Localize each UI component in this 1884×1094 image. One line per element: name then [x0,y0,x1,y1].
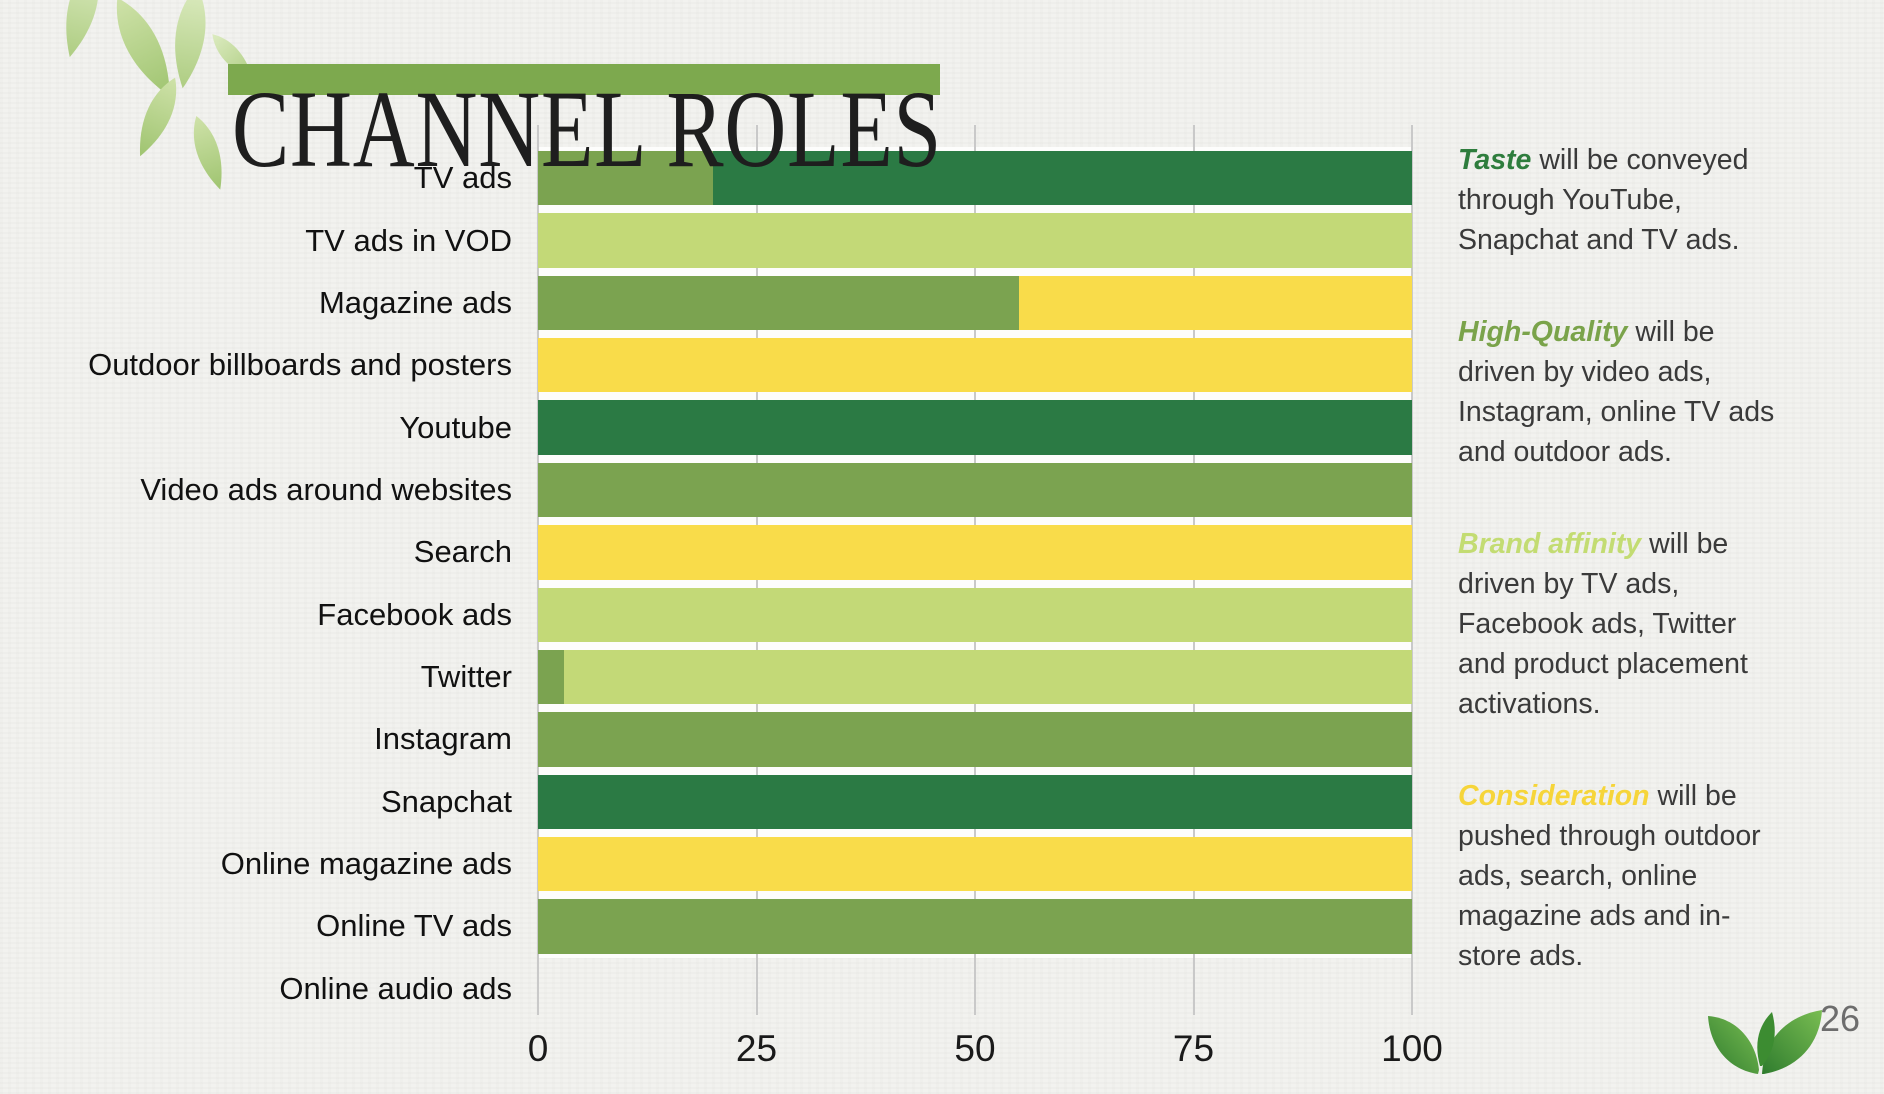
category-label: Search [413,534,512,570]
chart-bar [538,275,1412,331]
category-label: TV ads in VOD [305,222,512,258]
category-labels: TV ads TV ads in VOD Magazine ads Outdoor b… [0,147,512,1020]
chart-bar [538,400,1412,455]
annotation-text: will be driven by video ads, Instagram, … [1458,316,1775,468]
category-label: Magazine ads [318,284,512,320]
chart-plot [537,125,1413,1020]
chart-bar [538,899,1412,954]
bar-segment [538,275,1019,331]
x-axis-tick-label: 25 [735,1028,778,1069]
annotation-consideration: Consideration will be pushed through out… [1458,776,1778,976]
bar-segment [538,774,1412,829]
category-label: Facebook ads [317,596,512,632]
annotation-text: will be pushed through outdoor ads, sear… [1458,780,1761,972]
bar-segment [538,462,1412,518]
bar-segment [538,400,1412,455]
tea-leaf-logo-icon [1708,1010,1822,1074]
category-label: Online TV ads [316,908,512,944]
bar-segment [538,587,1412,642]
bar-segment [564,649,1412,705]
annotation-taste: Taste will be conveyed through YouTube, … [1458,140,1778,260]
chart-bar [538,151,1412,206]
chart-bar [538,338,1412,393]
bar-segment [538,712,1412,767]
bar-segment [538,213,1412,268]
gridline [1411,125,1413,1015]
bar-segment [538,525,1412,580]
chart-bar [538,712,1412,767]
chart-bar [538,587,1412,642]
x-axis: 0 25 50 75 100 [528,1028,1443,1084]
annotation-text: will be conveyed through YouTube, Snapch… [1458,144,1749,256]
annotation-lead: Brand affinity [1458,528,1642,560]
category-label: TV ads [413,160,512,196]
bar-segment [538,899,1412,954]
annotation-lead: Taste [1458,144,1532,176]
page-number: 26 [1820,998,1861,1039]
x-axis-tick-label: 0 [527,1028,549,1069]
bar-segment [538,836,1412,892]
category-label: Youtube [399,409,512,445]
chart-bar [538,213,1412,268]
category-label: Outdoor billboards and posters [88,347,512,383]
bar-segment [538,151,713,206]
category-label: Online magazine ads [220,846,512,882]
annotation-brand-affinity: Brand affinity will be driven by TV ads,… [1458,524,1778,724]
bar-segment [538,338,1412,393]
annotation-lead: Consideration [1458,780,1650,812]
x-axis-tick-label: 100 [1381,1028,1443,1069]
chart-bar [538,836,1412,892]
page-title: CHANNEL ROLES [232,67,943,190]
category-label: Online audio ads [279,970,512,1006]
chart-bar [538,774,1412,829]
annotation-text: will be driven by TV ads, Facebook ads, … [1458,528,1748,720]
bar-segment [1018,275,1412,331]
annotation-lead: High-Quality [1458,316,1628,348]
x-axis-tick-label: 50 [954,1028,996,1069]
title-underline [228,64,940,95]
category-label: Snapchat [381,783,512,819]
category-label: Video ads around websites [140,471,512,507]
chart-bar [538,462,1412,518]
annotation-high-quality: High-Quality will be driven by video ads… [1458,312,1778,472]
bars [538,147,1412,1020]
annotations-column: Taste will be conveyed through YouTube, … [1458,140,1778,1028]
x-axis-tick-label: 75 [1172,1028,1215,1069]
category-label: Instagram [374,721,512,757]
chart-bar [538,649,1412,705]
bar-segment [712,151,1412,206]
category-label: Twitter [420,659,512,695]
chart-bar [538,525,1412,580]
bar-segment [538,649,565,705]
